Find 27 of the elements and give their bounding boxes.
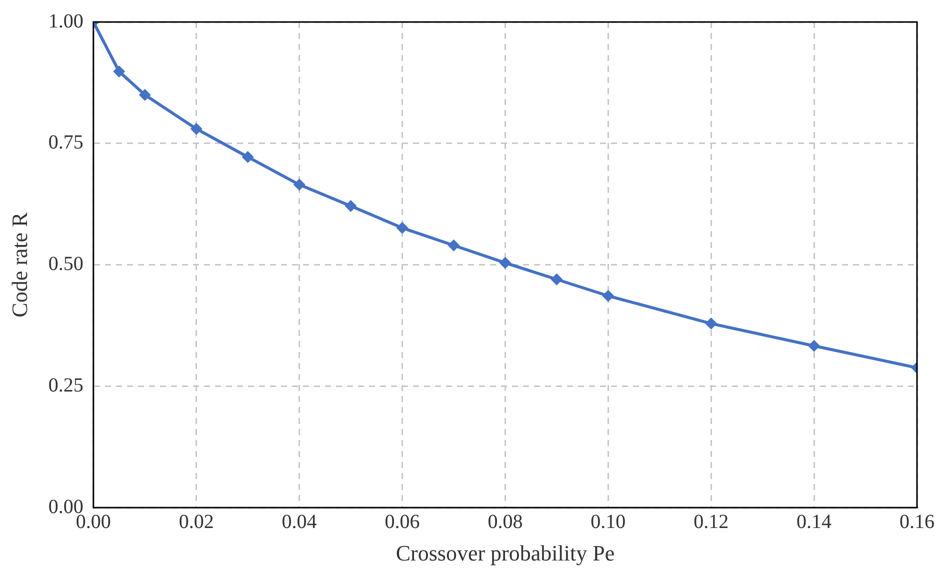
x-tick-label: 0.16 <box>900 510 934 533</box>
x-tick-label: 0.10 <box>590 510 626 533</box>
y-tick-label: 1.00 <box>48 10 84 32</box>
y-tick-label: 0.25 <box>48 374 84 396</box>
point <box>499 256 512 269</box>
x-tick-label: 0.06 <box>384 510 420 533</box>
x-tick-label: 0.14 <box>796 510 832 533</box>
point <box>448 239 460 252</box>
x-tick-label: 0.12 <box>694 510 729 533</box>
point <box>190 122 202 135</box>
point <box>242 150 254 163</box>
point <box>293 178 306 191</box>
point <box>113 66 126 78</box>
y-tick-label: 0.75 <box>48 132 84 154</box>
x-tick-label: 0.02 <box>178 510 214 533</box>
y-tick-label: 0.50 <box>48 253 84 276</box>
point <box>705 318 718 330</box>
y-axis-title: Code rate R <box>6 212 32 318</box>
point <box>138 88 151 101</box>
x-axis-title: Crossover probability Pe <box>396 540 615 566</box>
point <box>396 222 408 234</box>
point <box>602 290 614 302</box>
x-tick-label: 0.04 <box>282 510 317 533</box>
point <box>344 200 357 212</box>
point <box>550 273 563 286</box>
x-tick-label: 0.08 <box>488 510 523 533</box>
point <box>808 340 820 352</box>
